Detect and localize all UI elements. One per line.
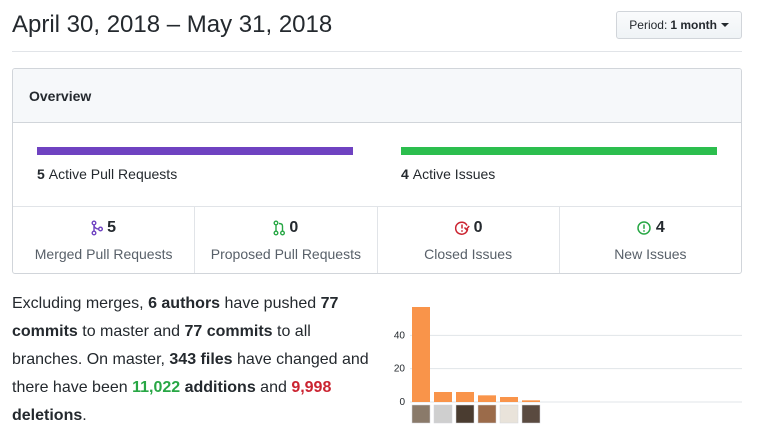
report-header: April 30, 2018 – May 31, 2018 Period: 1 …: [12, 0, 742, 52]
proposed-pull-requests-stat[interactable]: 0 Proposed Pull Requests: [195, 207, 378, 273]
author-avatar[interactable]: [499, 404, 519, 424]
active-issues-count: 4: [401, 166, 409, 182]
active-issues-link[interactable]: 4 Active Issues: [401, 147, 717, 182]
git-pull-request-icon: [273, 220, 286, 236]
deletions-count: 9,998: [291, 379, 332, 396]
new-issues-count: 4: [655, 219, 665, 236]
issue-closed-icon: [454, 221, 470, 235]
merged-pull-requests-count: 5: [107, 219, 117, 236]
date-range-title: April 30, 2018 – May 31, 2018: [12, 11, 333, 38]
overview-panel: Overview 5 Active Pull Requests 4 Active I…: [12, 68, 742, 274]
commit-bar[interactable]: [500, 397, 518, 402]
additions-label: additions: [180, 379, 256, 396]
summary-text: to master and: [77, 323, 185, 340]
closed-issues-count: 0: [473, 219, 483, 236]
summary-text: .: [82, 407, 87, 424]
deletions-label: deletions: [12, 407, 83, 424]
summary-text: Excluding merges,: [12, 295, 149, 312]
files-changed: 343 files: [169, 351, 233, 368]
closed-issues-stat[interactable]: 0 Closed Issues: [378, 207, 560, 273]
active-pull-requests-count: 5: [37, 166, 45, 182]
overview-stats: 5 Merged Pull Requests 0 Proposed Pull R…: [13, 207, 741, 273]
pull-requests-bar-fill: [37, 147, 353, 155]
active-issues-label: Active Issues: [412, 166, 496, 182]
commit-bar[interactable]: [522, 400, 540, 402]
issues-bar-fill: [401, 147, 717, 155]
commit-bar[interactable]: [412, 307, 430, 402]
period-dropdown-button[interactable]: Period: 1 month: [616, 11, 742, 39]
pull-requests-bar: [37, 147, 353, 155]
commit-summary: Excluding merges, 6 authors have pushed …: [12, 290, 372, 430]
author-avatar[interactable]: [411, 404, 431, 424]
chart-y-tick-label: 0: [399, 397, 405, 408]
chart-y-tick-label: 40: [394, 330, 406, 341]
author-avatar[interactable]: [521, 404, 541, 424]
new-issues-stat[interactable]: 4 New Issues: [560, 207, 741, 273]
author-avatar[interactable]: [433, 404, 453, 424]
commit-bar[interactable]: [434, 392, 452, 402]
commits-to-all-branches: 77 commits: [184, 323, 273, 340]
issue-opened-icon: [637, 221, 651, 235]
commits-to-master: 77 commits: [12, 295, 339, 340]
period-value: 1 month: [670, 18, 717, 32]
author-avatar[interactable]: [455, 404, 475, 424]
active-pull-requests-link[interactable]: 5 Active Pull Requests: [37, 147, 353, 182]
commits-by-author-chart: 0 20 40: [394, 307, 742, 424]
commit-bar[interactable]: [478, 395, 496, 402]
merged-pull-requests-label: Merged Pull Requests: [34, 246, 173, 262]
new-issues-label: New Issues: [614, 246, 687, 262]
summary-text: and: [255, 379, 292, 396]
summary-text: have changed and there have been: [12, 351, 369, 396]
summary-text: have pushed: [220, 295, 321, 312]
period-label: Period:: [629, 18, 668, 32]
active-pull-requests-label: Active Pull Requests: [48, 166, 178, 182]
chart-y-tick-label: 20: [394, 364, 406, 375]
additions-count: 11,022: [132, 379, 181, 396]
proposed-pull-requests-label: Proposed Pull Requests: [210, 246, 361, 262]
git-merge-icon: [91, 220, 104, 236]
overview-summary-bars: 5 Active Pull Requests 4 Active Issues: [13, 123, 741, 207]
closed-issues-label: Closed Issues: [424, 246, 513, 262]
authors-count: 6 authors: [148, 295, 221, 312]
merged-pull-requests-stat[interactable]: 5 Merged Pull Requests: [13, 207, 196, 273]
caret-down-icon: [721, 23, 729, 27]
commit-bar[interactable]: [456, 392, 474, 402]
summary-text: to all branches. On master,: [12, 323, 311, 368]
proposed-pull-requests-count: 0: [289, 219, 299, 236]
issues-bar: [401, 147, 717, 155]
author-avatar[interactable]: [477, 404, 497, 424]
overview-title: Overview: [13, 69, 741, 123]
